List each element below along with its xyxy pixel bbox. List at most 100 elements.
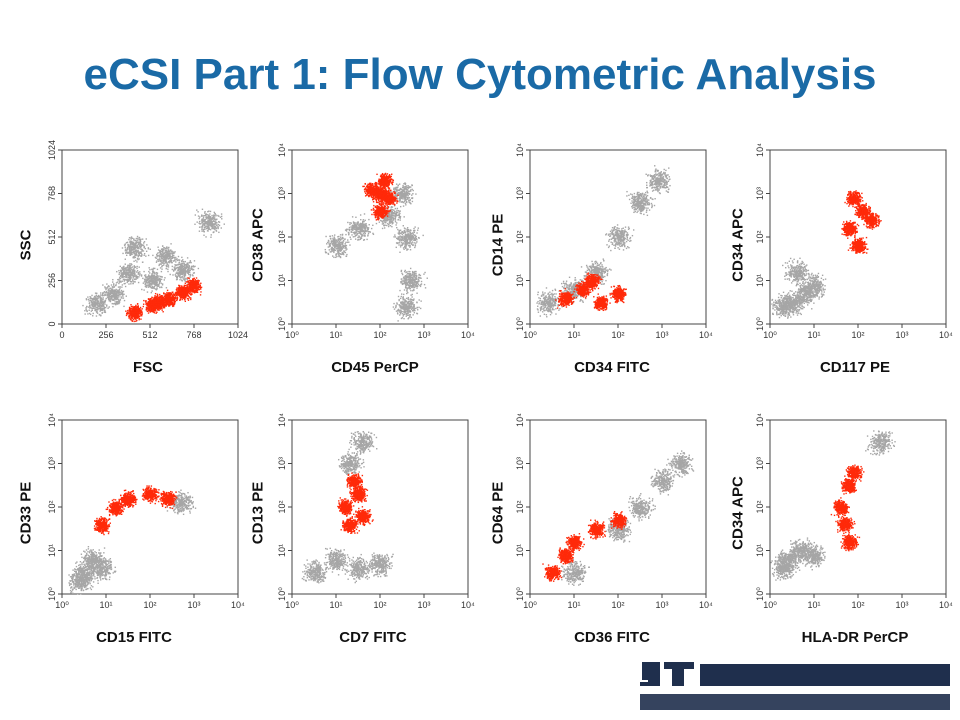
event-dot [398,309,400,312]
event-dot [405,284,408,286]
x-tick-label: 10² [373,330,386,340]
event-dot [154,288,157,290]
event-dot [161,284,164,286]
event-dot [150,274,153,277]
event-dot [138,242,140,244]
event-dot [192,265,194,268]
event-dot [134,273,136,275]
event-dot [161,300,163,303]
event-dot [195,285,198,288]
event-dot [215,227,218,230]
event-dot [405,201,408,203]
event-dot [158,257,161,259]
event-dot [160,282,162,284]
event-dot [161,307,163,310]
event-dot [143,270,145,273]
event-dot [161,266,163,268]
event-dot [85,299,88,301]
event-dot [141,250,143,252]
event-dot [184,274,187,276]
event-dot [199,285,201,287]
event-dot [398,236,400,238]
event-dot [99,299,102,301]
event-dot [161,249,164,251]
event-dot [154,267,156,270]
event-dot [179,273,181,276]
event-dot [189,290,191,292]
event-dot [137,239,139,241]
event-dot [404,278,407,280]
event-dot [408,286,411,289]
event-dot [215,215,217,217]
event-dot [159,295,161,298]
event-dot [412,272,415,274]
event-dot [130,246,133,249]
event-dot [159,280,162,282]
event-dot [122,295,124,297]
event-dot [393,187,395,189]
event-dot [133,243,135,245]
event-dot [127,252,129,254]
event-dot [109,287,111,289]
event-dot [409,235,411,238]
event-dot [149,297,151,300]
event-dot [397,295,400,298]
event-dot [134,242,137,244]
event-dot [99,308,101,310]
event-dot [407,236,410,239]
event-dot [157,306,159,308]
event-dot [163,299,165,301]
event-dot [181,260,183,262]
event-dot [410,186,412,188]
event-dot [417,277,420,279]
event-dot [173,296,175,298]
event-dot [410,229,412,232]
event-dot [162,252,165,255]
event-dot [120,289,123,292]
event-dot [407,277,410,279]
event-dot [405,285,407,288]
event-dot [176,299,178,301]
event-dot [400,232,402,235]
event-dot [212,214,215,216]
event-dot [125,274,127,276]
event-dot [121,290,123,293]
event-dot [413,276,416,278]
event-dot [403,189,405,191]
event-dot [392,190,394,193]
event-dot [113,284,115,286]
event-dot [394,236,397,238]
event-dot [149,285,151,287]
event-dot [410,308,413,311]
event-dot [195,281,197,284]
event-dot [132,252,134,254]
event-dot [402,198,404,200]
event-dot [183,271,185,273]
event-dot [408,279,411,282]
event-dot [413,280,415,282]
event-dot [217,227,219,230]
event-dot [173,266,175,268]
event-dot [112,305,114,308]
event-dot [162,300,164,302]
event-dot [195,284,198,286]
event-dot [136,235,139,238]
event-dot [402,201,405,204]
event-dot [407,233,409,235]
event-dot [412,237,415,239]
event-dot [154,256,157,259]
event-dot [115,290,118,293]
event-dot [400,309,402,312]
event-dot [202,218,204,220]
event-dot [132,318,135,321]
event-dot [134,275,136,278]
event-dot [135,320,137,323]
event-dot [202,230,204,232]
event-dot [126,312,128,315]
event-dot [410,239,413,241]
event-dot [152,310,155,313]
event-dot [189,276,191,278]
event-dot [406,234,409,237]
event-dot [403,235,405,237]
event-dot [197,279,199,282]
